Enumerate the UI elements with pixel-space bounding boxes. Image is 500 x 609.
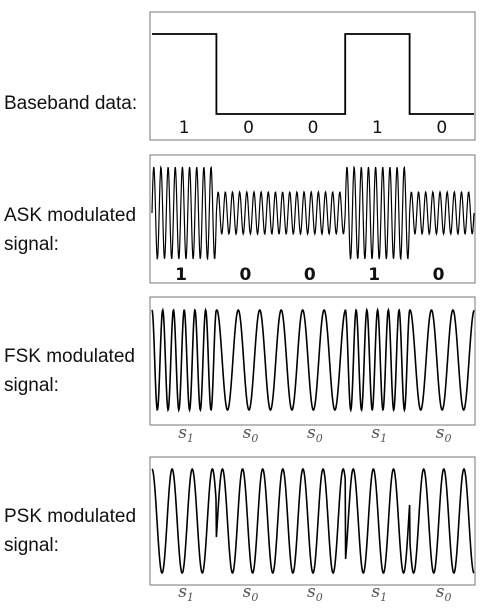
ask-bit-labels: 1 0 0 1 0 (175, 265, 445, 285)
bit-label: 0 (239, 265, 251, 285)
psk-waveform (151, 467, 475, 575)
psk-frame (149, 456, 476, 586)
psk-label-line2: signal: (4, 535, 59, 556)
psk-label-line1: PSK modulated (4, 506, 136, 527)
symbol-label: s0 (436, 423, 452, 445)
baseband-label: Baseband data: (4, 93, 137, 114)
bit-label: 1 (179, 118, 190, 138)
fsk-symbol-labels: s1 s0 s0 s1 s0 (178, 423, 451, 445)
baseband-waveform (152, 33, 474, 115)
bit-label: 0 (304, 265, 316, 285)
symbol-label: s1 (178, 582, 194, 604)
symbol-label: s0 (243, 582, 259, 604)
symbol-label: s0 (436, 582, 452, 604)
baseband-panel: Baseband data: 1 0 0 1 0 (4, 11, 476, 141)
psk-symbol-labels: s1 s0 s0 s1 s0 (178, 582, 451, 604)
ask-waveform (151, 165, 475, 261)
symbol-label: s0 (243, 423, 259, 445)
fsk-label-line2: signal: (4, 375, 59, 396)
psk-panel: PSK modulated signal: s1 s0 s0 s1 s0 (4, 456, 476, 604)
ask-frame (149, 154, 476, 284)
symbol-label: s0 (307, 582, 323, 604)
symbol-label: s1 (371, 582, 387, 604)
bit-label: 1 (175, 265, 187, 285)
ask-panel: ASK modulated signal: 1 0 0 1 0 (4, 154, 476, 285)
symbol-label: s1 (178, 423, 194, 445)
symbol-label: s0 (307, 423, 323, 445)
bit-label: 0 (433, 265, 445, 285)
bit-label: 0 (243, 118, 254, 138)
baseband-bit-labels: 1 0 0 1 0 (179, 118, 447, 138)
ask-label-line1: ASK modulated (4, 205, 136, 226)
fsk-waveform (151, 307, 475, 413)
fsk-panel: FSK modulated signal: s1 s0 s0 s1 s0 (4, 296, 476, 445)
bit-label: 0 (436, 118, 447, 138)
fsk-label-line1: FSK modulated (4, 346, 135, 367)
bit-label: 1 (372, 118, 383, 138)
symbol-label: s1 (371, 423, 387, 445)
fsk-frame (149, 296, 476, 426)
bit-label: 1 (368, 265, 380, 285)
bit-label: 0 (308, 118, 319, 138)
ask-label-line2: signal: (4, 234, 59, 255)
baseband-frame (149, 11, 476, 141)
